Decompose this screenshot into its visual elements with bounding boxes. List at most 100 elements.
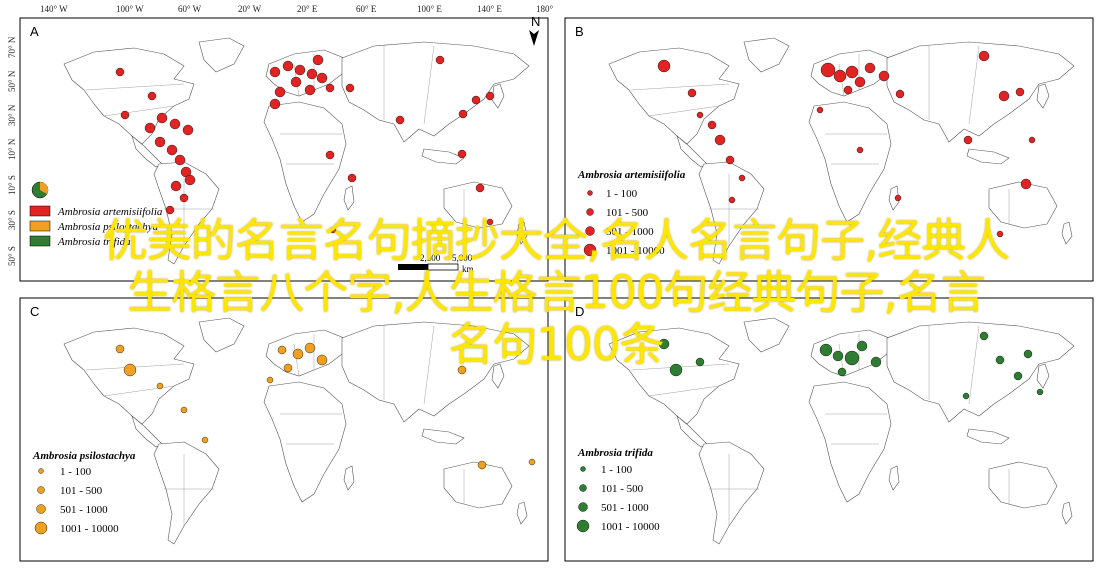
occurrence-marker xyxy=(115,344,125,354)
legend-item: 1001 - 10000 xyxy=(60,523,119,535)
occurrence-marker xyxy=(306,68,318,80)
occurrence-marker xyxy=(435,55,445,65)
occurrence-marker xyxy=(294,64,306,76)
legend-item: 101 - 500 xyxy=(60,485,103,497)
occurrence-marker xyxy=(180,406,188,414)
map-panel-d: D xyxy=(564,297,1094,562)
occurrence-marker xyxy=(714,134,726,146)
panel-letter-a: A xyxy=(30,24,39,39)
occurrence-marker xyxy=(695,357,705,367)
occurrence-marker xyxy=(347,173,357,183)
longitude-label: 20° E xyxy=(297,4,318,14)
latitude-label: 10° S xyxy=(7,175,17,195)
longitude-label: 100° E xyxy=(417,4,442,14)
latitude-label: 10° N xyxy=(7,138,17,160)
occurrence-marker xyxy=(174,154,186,166)
occurrence-marker xyxy=(477,460,487,470)
scale-label-mid: 2,500 xyxy=(420,253,441,263)
occurrence-marker xyxy=(115,67,125,77)
occurrence-marker xyxy=(269,98,281,110)
occurrence-marker xyxy=(1020,178,1032,190)
occurrence-marker xyxy=(837,367,847,377)
legend-swatch xyxy=(29,220,51,232)
legend-item: 501 - 1000 xyxy=(606,226,654,238)
occurrence-marker xyxy=(485,91,495,101)
legend-item: 1 - 100 xyxy=(60,466,92,478)
legend-item: 501 - 1000 xyxy=(60,504,108,516)
occurrence-marker xyxy=(833,69,847,83)
occurrence-marker xyxy=(120,110,130,120)
occurrence-marker xyxy=(738,174,746,182)
longitude-label: 140° W xyxy=(40,4,68,14)
occurrence-marker xyxy=(996,230,1004,238)
occurrence-marker xyxy=(725,155,735,165)
latitude-label: 50° S xyxy=(7,246,17,266)
occurrence-marker xyxy=(854,76,866,88)
longitude-label: 140° E xyxy=(477,4,502,14)
occurrence-marker xyxy=(182,124,194,136)
occurrence-marker xyxy=(170,180,182,192)
occurrence-marker xyxy=(669,363,683,377)
occurrence-marker xyxy=(184,174,196,186)
occurrence-marker xyxy=(658,338,670,350)
map-panel-b: B xyxy=(564,17,1094,282)
occurrence-marker xyxy=(1036,388,1044,396)
occurrence-marker xyxy=(123,363,137,377)
occurrence-marker xyxy=(995,355,1005,365)
occurrence-marker xyxy=(154,136,166,148)
legend-b: Ambrosia artemisiifolia 1 - 100 101 - 50… xyxy=(577,169,686,257)
occurrence-marker xyxy=(156,382,164,390)
legend-d: Ambrosia trifida 1 - 100 101 - 500 501 -… xyxy=(576,447,660,533)
occurrence-marker xyxy=(458,109,468,119)
occurrence-marker xyxy=(528,458,536,466)
occurrence-marker xyxy=(312,54,324,66)
occurrence-marker xyxy=(832,350,844,362)
longitude-label: 20° W xyxy=(238,4,262,14)
legend-title: Ambrosia trifida xyxy=(577,447,653,459)
occurrence-marker xyxy=(979,331,989,341)
longitude-label: 60° W xyxy=(178,4,202,14)
occurrence-marker xyxy=(475,183,485,193)
points-layer-c xyxy=(115,342,536,470)
occurrence-marker xyxy=(870,356,882,368)
legend-title: Ambrosia artemisiifolia xyxy=(577,169,686,181)
legend-species-label: Ambrosia trifida xyxy=(57,236,131,248)
occurrence-marker xyxy=(269,66,281,78)
longitude-label: 180° xyxy=(536,4,554,14)
scale-bar: 2,500 5,000 km xyxy=(398,253,474,274)
occurrence-marker xyxy=(166,144,178,156)
occurrence-marker xyxy=(282,60,294,72)
occurrence-marker xyxy=(325,83,335,93)
occurrence-marker xyxy=(845,65,859,79)
occurrence-marker xyxy=(290,76,302,88)
legend-species-label: Ambrosia artemisiifolia xyxy=(57,206,163,218)
occurrence-marker xyxy=(856,146,864,154)
occurrence-marker xyxy=(1023,349,1033,359)
occurrence-marker xyxy=(316,72,328,84)
occurrence-marker xyxy=(998,90,1010,102)
longitude-label: 100° W xyxy=(116,4,144,14)
occurrence-marker xyxy=(457,365,467,375)
latitude-label: 70° N xyxy=(7,36,17,58)
scale-label-end: 5,000 xyxy=(452,253,473,263)
occurrence-marker xyxy=(179,193,189,203)
occurrence-marker xyxy=(329,226,337,234)
occurrence-marker xyxy=(165,205,175,215)
occurrence-marker xyxy=(325,150,335,160)
occurrence-marker xyxy=(728,196,736,204)
occurrence-marker xyxy=(304,342,316,354)
occurrence-marker xyxy=(816,106,824,114)
legend-item: 1 - 100 xyxy=(601,464,633,476)
occurrence-marker xyxy=(963,135,973,145)
longitude-label: 60° E xyxy=(356,4,377,14)
latitude-label: 30° N xyxy=(7,104,17,126)
occurrence-marker xyxy=(687,88,697,98)
occurrence-marker xyxy=(856,340,868,352)
legend-swatch xyxy=(29,235,51,247)
occurrence-marker xyxy=(978,50,990,62)
occurrence-marker xyxy=(486,218,494,226)
occurrence-marker xyxy=(395,115,405,125)
occurrence-marker xyxy=(894,194,902,202)
